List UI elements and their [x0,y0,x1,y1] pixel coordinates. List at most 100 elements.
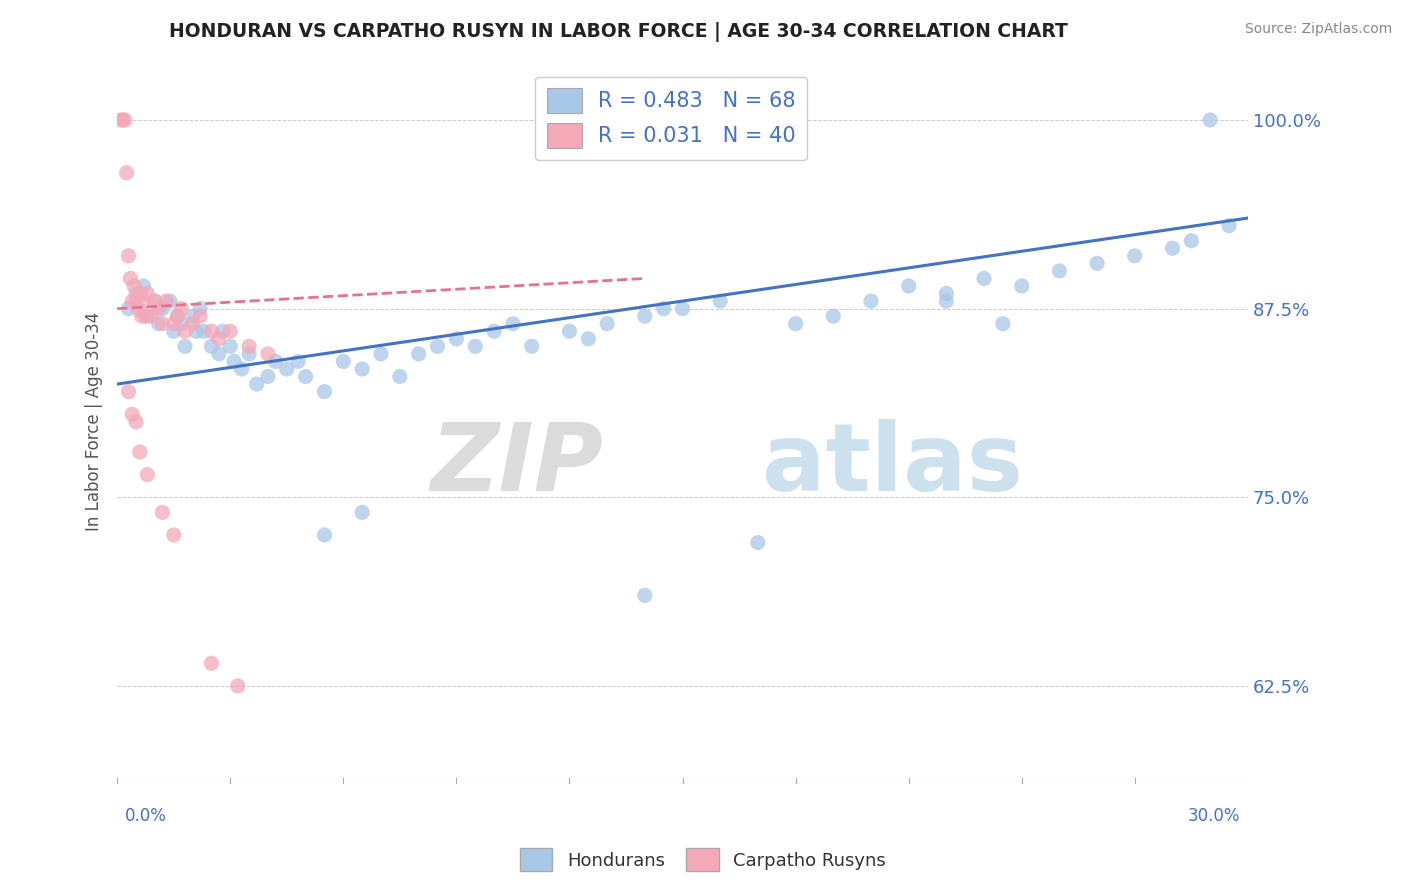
Point [314,384,336,399]
Point [163,324,186,338]
Text: 30.0%: 30.0% [1188,806,1240,825]
Point [152,301,174,316]
Point [132,294,155,309]
Point [125,286,148,301]
Point [991,317,1014,331]
Point [897,279,920,293]
Point [188,301,211,316]
Legend: Hondurans, Carpatho Rusyns: Hondurans, Carpatho Rusyns [513,841,893,879]
Point [128,286,150,301]
Point [181,317,204,331]
Point [159,294,181,309]
Point [747,535,769,549]
Point [634,588,657,602]
Point [576,332,599,346]
Point [935,286,957,301]
Point [352,362,374,376]
Point [1218,219,1240,233]
Point [132,279,155,293]
Point [222,354,245,368]
Y-axis label: In Labor Force | Age 30-34: In Labor Force | Age 30-34 [86,312,103,532]
Point [136,286,159,301]
Point [148,301,170,316]
Point [264,354,287,368]
Point [120,271,142,285]
Point [131,309,153,323]
Point [823,309,845,323]
Point [200,657,222,671]
Point [482,324,505,338]
Point [121,294,143,309]
Point [163,317,186,331]
Point [143,294,166,309]
Point [257,347,280,361]
Point [152,317,174,331]
Point [110,112,132,127]
Point [117,384,139,399]
Point [127,301,149,316]
Point [208,332,231,346]
Point [155,294,177,309]
Point [1161,241,1184,255]
Point [426,339,449,353]
Point [143,294,166,309]
Point [238,347,260,361]
Point [136,309,159,323]
Point [785,317,807,331]
Point [652,301,675,316]
Point [128,445,150,459]
Point [502,317,524,331]
Point [1047,264,1070,278]
Point [935,294,957,309]
Text: atlas: atlas [762,419,1022,511]
Point [208,347,231,361]
Point [125,294,148,309]
Point [464,339,486,353]
Point [332,354,354,368]
Text: 0.0%: 0.0% [125,806,166,825]
Point [152,505,174,519]
Point [558,324,581,338]
Legend: R = 0.483   N = 68, R = 0.031   N = 40: R = 0.483 N = 68, R = 0.031 N = 40 [536,77,807,160]
Point [186,324,208,338]
Point [520,339,543,353]
Point [136,467,159,482]
Point [188,309,211,323]
Point [246,377,269,392]
Point [287,354,309,368]
Point [125,415,148,429]
Point [1085,256,1108,270]
Point [388,369,411,384]
Point [276,362,298,376]
Point [1199,112,1222,127]
Point [121,407,143,421]
Point [170,317,193,331]
Text: HONDURAN VS CARPATHO RUSYN IN LABOR FORCE | AGE 30-34 CORRELATION CHART: HONDURAN VS CARPATHO RUSYN IN LABOR FORC… [169,22,1069,42]
Point [446,332,468,346]
Point [238,339,260,353]
Point [115,166,138,180]
Point [122,279,145,293]
Point [973,271,995,285]
Text: Source: ZipAtlas.com: Source: ZipAtlas.com [1244,22,1392,37]
Point [117,249,139,263]
Point [170,301,193,316]
Point [634,309,657,323]
Point [200,339,222,353]
Point [370,347,392,361]
Point [226,679,249,693]
Point [1011,279,1033,293]
Point [314,528,336,542]
Point [408,347,430,361]
Text: ZIP: ZIP [430,419,603,511]
Point [709,294,731,309]
Point [163,528,186,542]
Point [174,339,197,353]
Point [211,324,233,338]
Point [352,505,374,519]
Point [148,317,170,331]
Point [117,301,139,316]
Point [671,301,693,316]
Point [181,309,204,323]
Point [200,324,222,338]
